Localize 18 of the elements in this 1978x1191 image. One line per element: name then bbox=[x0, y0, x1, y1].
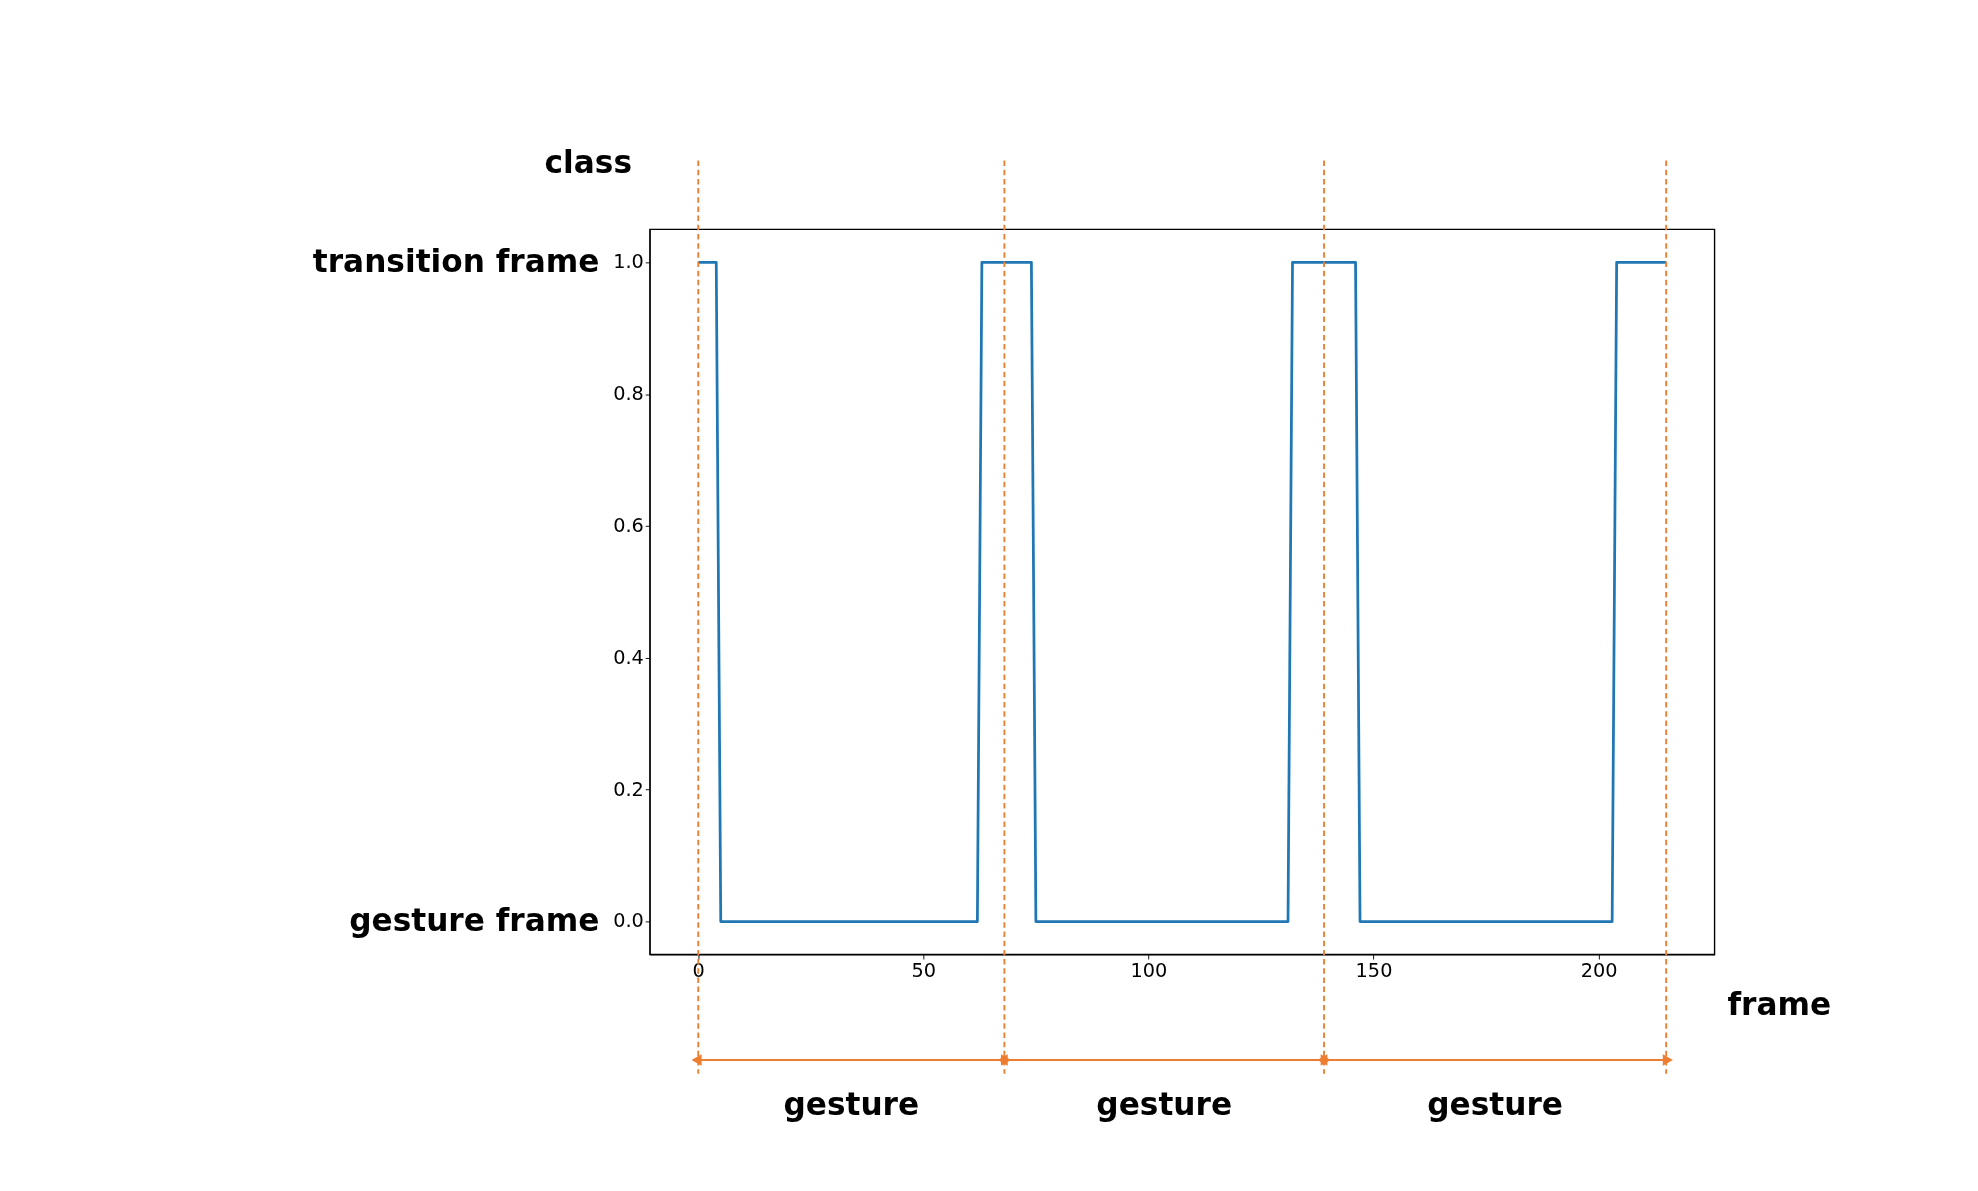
text: transition frame bbox=[312, 242, 600, 279]
x-axis-title: frame bbox=[1727, 985, 1832, 1022]
y-tick-label: 0.4 bbox=[613, 645, 644, 669]
y-tick-label: 0.6 bbox=[613, 513, 644, 537]
y-tick-label: 0.2 bbox=[613, 777, 644, 801]
y-axis-title: class bbox=[544, 143, 632, 180]
text: gesture frame bbox=[349, 901, 600, 938]
x-tick-label: 100 bbox=[1130, 958, 1168, 982]
x-tick-label: 0 bbox=[692, 958, 705, 982]
x-tick-label: 150 bbox=[1355, 958, 1393, 982]
text: gesture bbox=[783, 1086, 920, 1123]
text: gesture bbox=[1427, 1086, 1563, 1123]
text: gesture bbox=[1096, 1086, 1233, 1123]
y-tick-label: 0.8 bbox=[613, 382, 644, 406]
y-tick-label: 0.0 bbox=[613, 909, 644, 933]
y-tick-label: 1.0 bbox=[613, 250, 644, 274]
x-tick-label: 50 bbox=[911, 958, 937, 982]
x-tick-label: 200 bbox=[1580, 958, 1618, 982]
